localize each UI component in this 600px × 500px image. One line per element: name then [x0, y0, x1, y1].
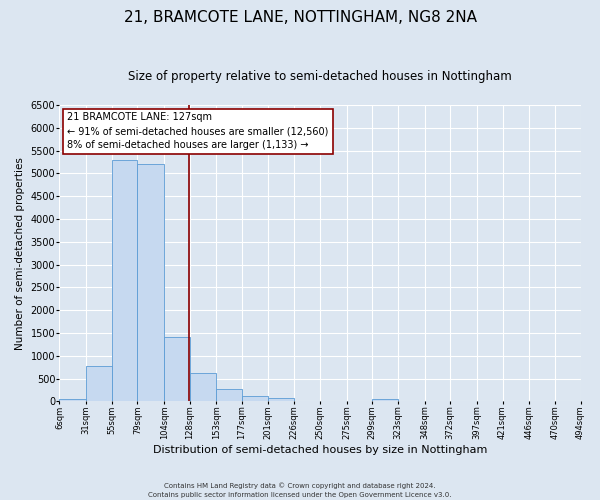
Bar	[164, 336, 190, 402]
Text: 21 BRAMCOTE LANE: 127sqm
← 91% of semi-detached houses are smaller (12,560)
8% o: 21 BRAMCOTE LANE: 127sqm ← 91% of semi-d…	[67, 112, 329, 150]
Bar	[112, 160, 137, 402]
Text: Contains HM Land Registry data © Crown copyright and database right 2024.
Contai: Contains HM Land Registry data © Crown c…	[148, 482, 452, 498]
Bar	[190, 373, 217, 402]
Title: Size of property relative to semi-detached houses in Nottingham: Size of property relative to semi-detach…	[128, 70, 512, 83]
Y-axis label: Number of semi-detached properties: Number of semi-detached properties	[15, 157, 25, 350]
Bar	[86, 366, 112, 402]
Bar	[268, 398, 295, 402]
Bar	[373, 399, 398, 402]
Text: 21, BRAMCOTE LANE, NOTTINGHAM, NG8 2NA: 21, BRAMCOTE LANE, NOTTINGHAM, NG8 2NA	[124, 10, 476, 25]
Bar	[59, 398, 86, 402]
Bar	[217, 390, 242, 402]
Bar	[137, 164, 164, 402]
X-axis label: Distribution of semi-detached houses by size in Nottingham: Distribution of semi-detached houses by …	[153, 445, 487, 455]
Bar	[242, 396, 268, 402]
